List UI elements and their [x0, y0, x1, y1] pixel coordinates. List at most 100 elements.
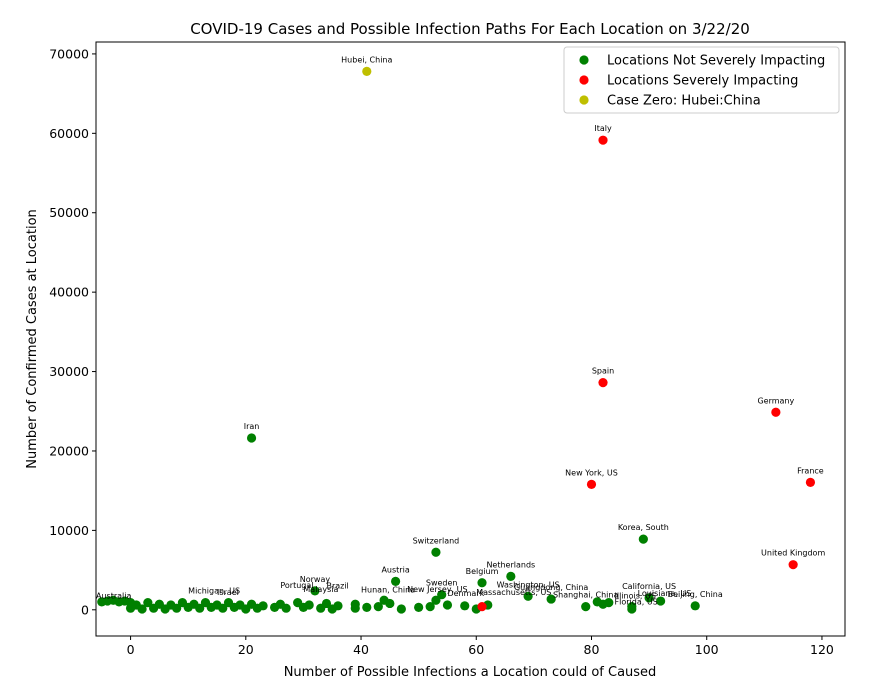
legend-marker — [579, 95, 589, 105]
plot-frame — [95, 41, 846, 637]
x-tick-label: 80 — [584, 642, 600, 657]
point-label: Guangdong, China — [514, 583, 588, 592]
point-label: Shanghai, China — [553, 591, 618, 600]
point-label: Florida, US — [615, 598, 658, 607]
plot-area: Iran Korea, South Switzerland Netherlands Au… — [96, 55, 825, 614]
point-label: Belgium — [466, 567, 499, 576]
point-label: Norway — [300, 575, 331, 584]
y-tick-label: 0 — [81, 602, 89, 617]
x-tick-label: 60 — [468, 642, 484, 657]
point-label: Massachusetts, US — [476, 588, 551, 597]
data-point — [586, 479, 597, 489]
chart-title: COVID-19 Cases and Possible Infection Pa… — [190, 20, 750, 38]
point-label: Illinois, US — [615, 591, 656, 600]
y-tick-label: 70000 — [49, 46, 89, 61]
data-point — [431, 595, 441, 605]
data-point — [316, 603, 326, 613]
legend-entry: Case Zero: Hubei:China — [607, 94, 761, 109]
data-point — [391, 576, 401, 586]
data-point — [644, 593, 654, 603]
data-point — [592, 597, 602, 607]
point-label: Michigan, US — [188, 587, 240, 596]
point-label: Denmark — [447, 589, 484, 598]
point-label: Malaysia — [303, 585, 338, 594]
data-point — [149, 603, 159, 613]
y-tick-label: 60000 — [49, 126, 89, 141]
point-label: Switzerland — [413, 536, 460, 545]
data-point — [598, 378, 608, 388]
data-point — [373, 602, 383, 612]
point-label: California, US — [622, 582, 676, 591]
point-label: Beijing, China — [668, 590, 723, 599]
legend-box — [563, 46, 840, 114]
data-point — [638, 534, 648, 544]
data-point — [431, 547, 441, 557]
data-point — [327, 604, 337, 614]
y-axis: 0 10000 20000 30000 40000 50000 60000 70000 — [49, 46, 96, 617]
data-point — [627, 604, 637, 614]
data-point — [690, 601, 700, 611]
data-point — [598, 135, 608, 145]
point-label: United Kingdom — [761, 549, 825, 558]
data-point — [656, 596, 666, 606]
legend-marker — [579, 75, 589, 85]
point-label: Italy — [594, 124, 612, 133]
data-point — [270, 602, 280, 613]
point-label: Sweden — [426, 579, 458, 588]
legend-entry: Locations Severely Impacting — [607, 74, 798, 89]
point-label: Austria — [381, 565, 409, 574]
point-label: Louisiana, US — [638, 589, 692, 598]
x-tick-label: 40 — [353, 642, 369, 657]
data-point — [506, 571, 516, 582]
data-point — [546, 594, 556, 604]
data-point — [437, 590, 447, 600]
y-tick-label: 50000 — [49, 205, 89, 220]
y-tick-label: 10000 — [49, 523, 89, 538]
y-tick-label: 20000 — [49, 443, 89, 458]
point-label: Hubei, China — [341, 55, 392, 64]
point-label: France — [797, 466, 824, 475]
x-tick-label: 100 — [695, 642, 719, 657]
data-point — [293, 598, 303, 608]
data-point — [788, 560, 798, 570]
data-point — [223, 598, 234, 608]
data-point — [442, 600, 453, 610]
data-point — [460, 601, 470, 611]
data-point — [396, 604, 406, 614]
point-label: Portugal — [280, 581, 313, 590]
x-tick-label: 0 — [127, 642, 135, 657]
data-point — [477, 602, 487, 612]
point-label: Australia — [96, 591, 131, 600]
point-label: Washington, US — [497, 580, 560, 589]
data-point — [604, 598, 614, 608]
point-label: Spain — [592, 367, 614, 376]
data-point — [771, 407, 781, 417]
x-axis-label: Number of Possible Infections a Location… — [284, 665, 657, 680]
point-label: New Jersey, US — [407, 585, 467, 594]
data-point — [310, 586, 320, 596]
data-point — [581, 602, 591, 612]
x-axis: 0 20 40 60 80 100 120 — [127, 636, 834, 657]
point-label: Iran — [244, 422, 260, 431]
data-point — [177, 598, 188, 608]
point-label: Netherlands — [486, 560, 535, 569]
legend: Locations Not Severely Impacting Location… — [563, 46, 840, 114]
data-point — [414, 602, 424, 613]
legend-entry: Locations Not Severely Impacting — [607, 54, 825, 69]
y-tick-label: 40000 — [49, 285, 89, 300]
data-point — [97, 597, 107, 607]
point-label: Brazil — [326, 582, 348, 591]
y-axis-label: Number of Confirmed Cases at Location — [25, 209, 40, 469]
point-label: Germany — [757, 396, 794, 405]
data-point — [246, 433, 257, 443]
data-point — [523, 591, 533, 601]
data-point — [362, 602, 372, 613]
legend-marker — [579, 55, 589, 65]
data-point — [362, 66, 372, 76]
data-point — [477, 578, 487, 588]
x-tick-label: 120 — [810, 642, 834, 657]
point-label: New York, US — [565, 468, 618, 477]
data-point — [379, 595, 389, 605]
data-point — [425, 602, 435, 612]
